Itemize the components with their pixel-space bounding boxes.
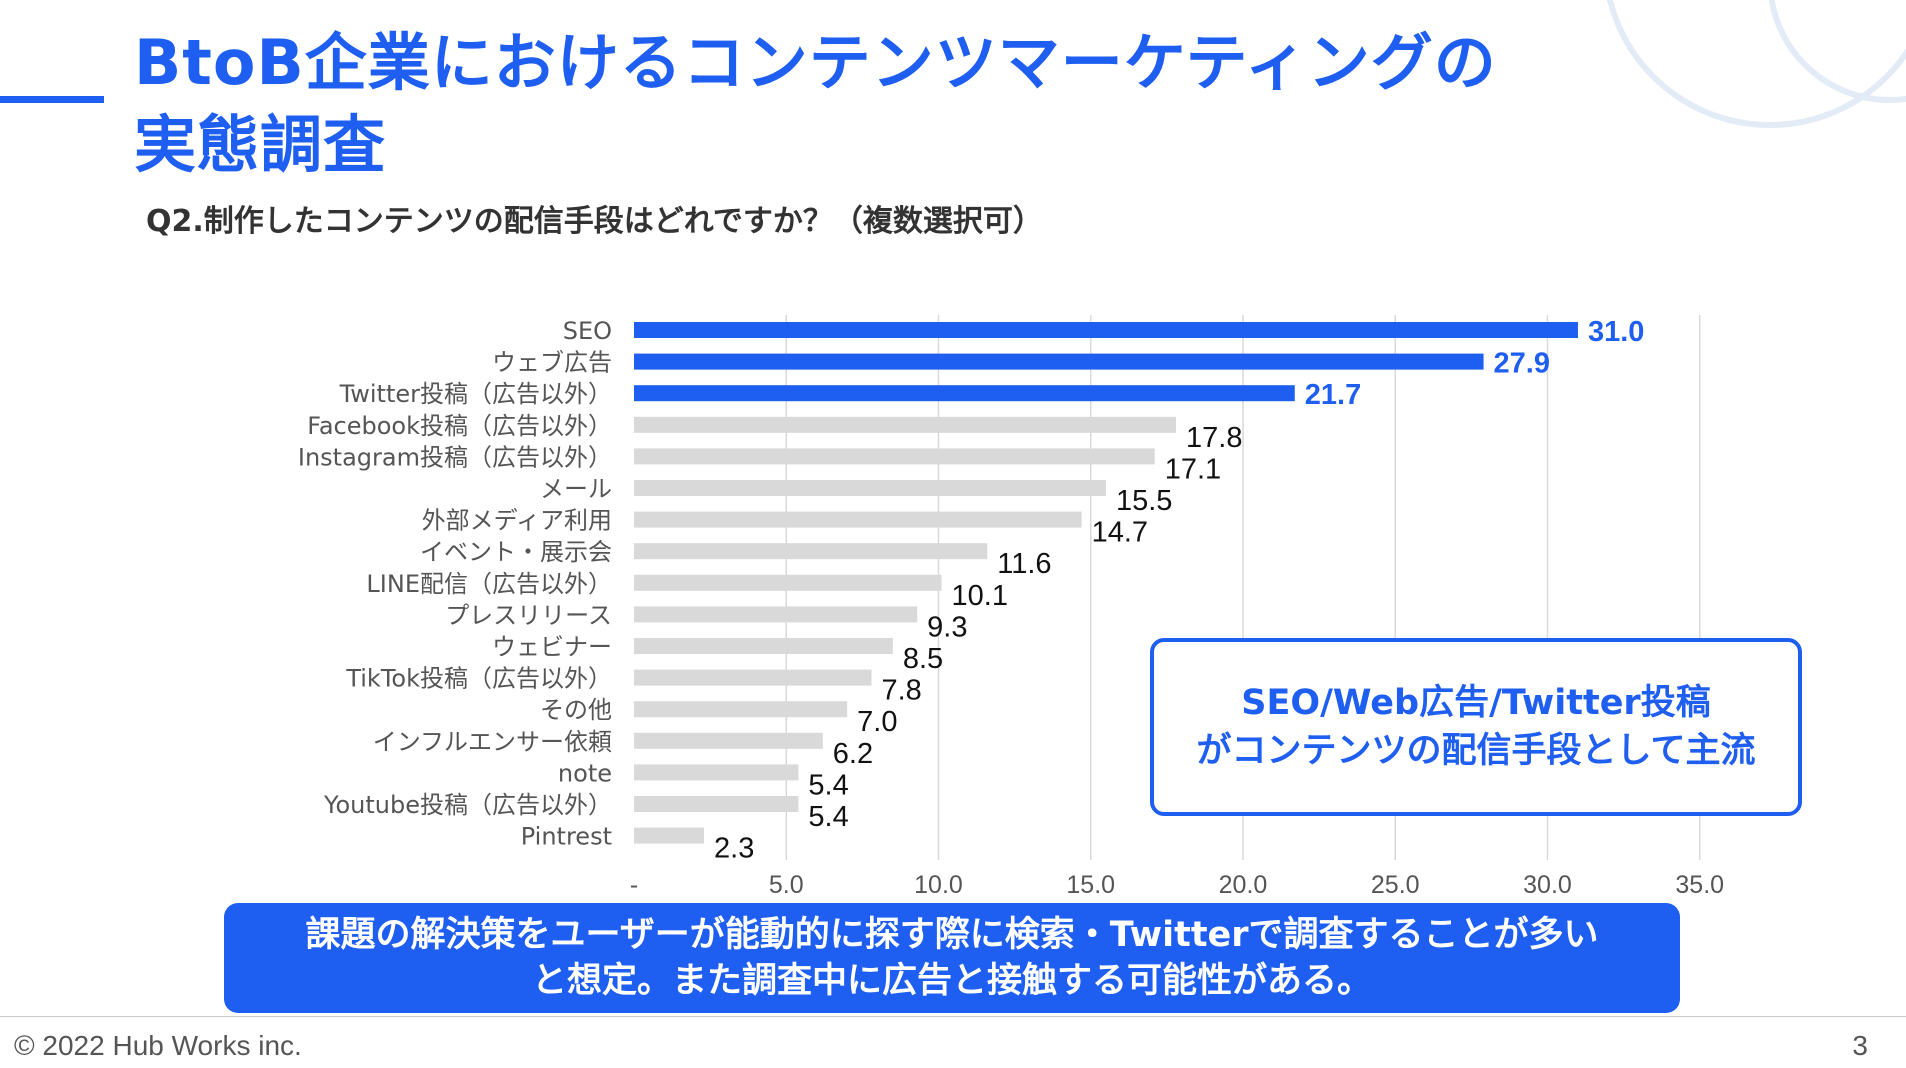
category-label: note <box>558 759 612 787</box>
copyright: © 2022 Hub Works inc. <box>14 1030 302 1061</box>
data-label: 5.4 <box>808 801 848 833</box>
category-label: インフルエンサー依頼 <box>373 728 612 756</box>
bar <box>634 732 823 749</box>
data-label: 7.0 <box>857 706 897 738</box>
data-label: 5.4 <box>808 769 848 801</box>
page-number: 3 <box>1852 1030 1868 1061</box>
data-label: 14.7 <box>1092 517 1148 549</box>
title-line-2: 実態調査 <box>134 108 387 181</box>
banner-line-2: と想定。また調査中に広告と接触する可能性がある。 <box>531 961 1372 1001</box>
banner-line-1: 課題の解決策をユーザーが能動的に探す際に検索・Twitterで調査することが多い <box>305 915 1599 955</box>
data-label: 11.6 <box>997 548 1051 580</box>
bar <box>634 638 893 654</box>
x-tick-label: 20.0 <box>1219 871 1268 899</box>
callout-box: SEO/Web広告/Twitter投稿 がコンテンツの配信手段として主流 <box>1150 638 1802 816</box>
category-label: ウェビナー <box>492 633 612 661</box>
category-label: SEO <box>563 317 612 345</box>
page-title: BtoB企業におけるコンテンツマーケティングの 実態調査 <box>134 22 1497 186</box>
category-label: 外部メディア利用 <box>422 507 612 535</box>
title-accent-line <box>0 96 104 103</box>
data-label: 10.1 <box>952 580 1008 612</box>
callout-line-2: がコンテンツの配信手段として主流 <box>1196 731 1756 771</box>
x-tick-label: - <box>630 871 638 899</box>
bar <box>634 322 1578 338</box>
data-label: 31.0 <box>1588 316 1644 348</box>
summary-banner: 課題の解決策をユーザーが能動的に探す際に検索・Twitterで調査することが多い… <box>224 903 1680 1013</box>
bar <box>634 764 799 781</box>
x-tick-label: 15.0 <box>1066 871 1115 899</box>
title-line-1: BtoB企業におけるコンテンツマーケティングの <box>134 26 1497 99</box>
data-label: 21.7 <box>1305 379 1361 411</box>
data-label: 8.5 <box>903 643 943 675</box>
data-label: 7.8 <box>882 675 922 707</box>
data-label: 15.5 <box>1116 485 1172 517</box>
footer-divider <box>0 1016 1906 1017</box>
data-label: 17.1 <box>1165 453 1221 485</box>
decorative-circle <box>1606 0 1906 128</box>
category-label: Youtube投稿（広告以外） <box>323 791 612 819</box>
bar <box>634 701 848 718</box>
x-tick-label: 30.0 <box>1523 871 1572 899</box>
bar <box>634 606 918 623</box>
data-label: 2.3 <box>714 833 754 865</box>
x-tick-label: 10.0 <box>914 871 963 899</box>
category-label: ウェブ広告 <box>492 349 612 377</box>
bar <box>634 480 1106 496</box>
data-label: 6.2 <box>833 738 873 770</box>
category-label: Facebook投稿（広告以外） <box>307 412 612 440</box>
data-label: 17.8 <box>1186 422 1242 454</box>
category-label: LINE配信（広告以外） <box>366 570 612 598</box>
category-label: プレスリリース <box>445 601 612 629</box>
x-tick-label: 35.0 <box>1675 871 1724 899</box>
category-label: Pintrest <box>521 823 612 851</box>
bar <box>634 796 799 812</box>
category-label: その他 <box>540 696 612 724</box>
category-label: Twitter投稿（広告以外） <box>339 380 612 408</box>
bar <box>634 511 1082 528</box>
bar <box>634 827 705 844</box>
bar <box>634 574 942 591</box>
callout-line-1: SEO/Web広告/Twitter投稿 <box>1241 683 1711 723</box>
bar <box>634 543 988 560</box>
category-label: イベント・展示会 <box>420 538 612 566</box>
data-label: 9.3 <box>927 611 967 643</box>
bar <box>634 416 1177 433</box>
data-label: 27.9 <box>1494 348 1550 380</box>
x-tick-label: 25.0 <box>1371 871 1420 899</box>
bar <box>634 669 872 686</box>
category-label: メール <box>540 475 612 503</box>
decorative-circle <box>1768 0 1906 103</box>
x-tick-label: 5.0 <box>769 871 804 899</box>
category-label: Instagram投稿（広告以外） <box>298 443 612 471</box>
category-label: TikTok投稿（広告以外） <box>345 665 612 693</box>
bar <box>634 353 1484 370</box>
bar <box>634 448 1155 465</box>
bar <box>634 385 1295 402</box>
survey-question: Q2.制作したコンテンツの配信手段はどれですか？（複数選択可） <box>146 204 1043 239</box>
